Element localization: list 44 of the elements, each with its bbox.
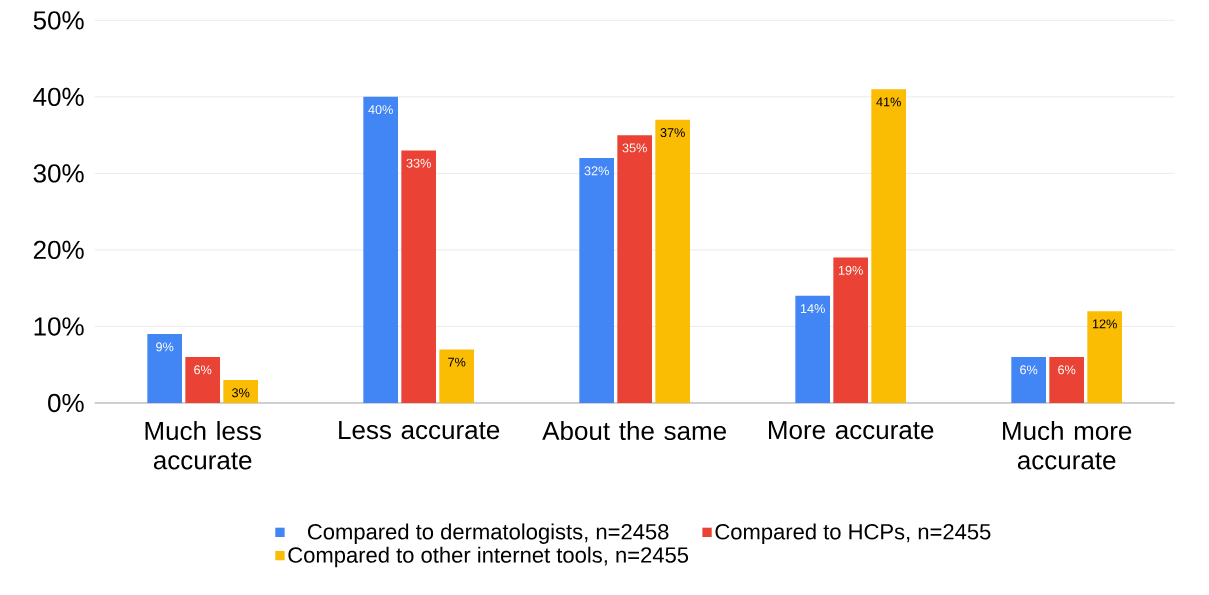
data-label: 40% <box>368 105 393 115</box>
bar <box>1049 357 1084 403</box>
bar <box>147 334 183 403</box>
data-label: 6% <box>1020 365 1038 375</box>
bar <box>655 119 690 403</box>
bar <box>439 349 475 403</box>
data-label: 3% <box>232 388 250 398</box>
x-tick-label: Much more accurate <box>1003 421 1132 470</box>
data-label: 7% <box>448 357 466 367</box>
bar <box>579 158 615 403</box>
y-tick-label: 10% <box>34 317 84 336</box>
bar <box>401 150 437 403</box>
legend-label: Compared to HCPs, n=2455 <box>715 523 991 544</box>
bar <box>833 257 868 403</box>
bar <box>223 380 259 403</box>
bar <box>617 135 652 403</box>
x-tick-label: More accurate <box>768 421 934 440</box>
bar <box>1011 357 1046 403</box>
legend-label: Compared to other internet tools, n=2455 <box>288 546 689 568</box>
data-label: 32% <box>584 166 609 176</box>
bar <box>1087 311 1122 403</box>
y-tick-label: 20% <box>33 240 84 260</box>
x-tick-label: Much less accurate <box>145 421 261 470</box>
y-tick-label: 0% <box>48 393 84 413</box>
data-label: 35% <box>622 143 647 153</box>
data-label: 9% <box>156 342 174 352</box>
data-label: 37% <box>660 128 685 138</box>
data-label: 12% <box>1092 319 1117 329</box>
bar <box>363 96 399 403</box>
y-tick-label: 50% <box>33 11 84 30</box>
data-label: 14% <box>800 304 825 313</box>
data-label: 19% <box>838 265 863 275</box>
x-tick-label: About the same <box>542 421 726 441</box>
data-label: 6% <box>1058 365 1076 375</box>
x-tick-label: Less accurate <box>339 421 500 440</box>
legend-label: Compared to dermatologists, n=2458 <box>307 523 669 544</box>
bar <box>871 89 907 403</box>
bar <box>185 357 221 403</box>
y-tick-label: 30% <box>33 164 84 183</box>
y-tick-label: 40% <box>33 87 84 107</box>
data-label: 41% <box>876 97 901 107</box>
data-label: 33% <box>406 158 431 168</box>
bar <box>795 295 830 403</box>
data-label: 6% <box>194 365 212 375</box>
